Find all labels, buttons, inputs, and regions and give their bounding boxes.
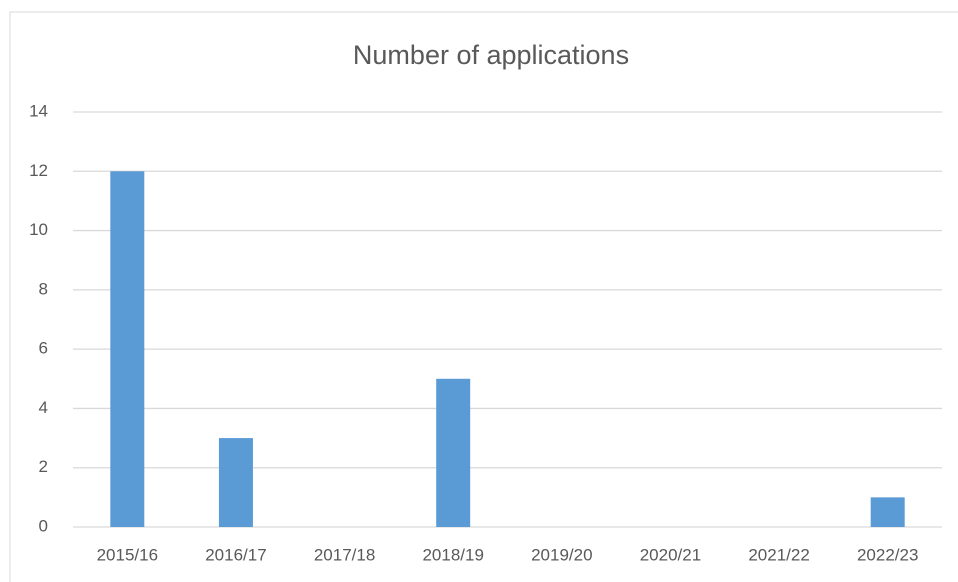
- y-tick-label: 12: [29, 161, 48, 180]
- x-tick-label: 2019/20: [531, 545, 592, 564]
- x-tick-label: 2016/17: [205, 545, 266, 564]
- bar: [870, 497, 905, 527]
- bar: [218, 438, 253, 527]
- x-tick-label: 2021/22: [748, 545, 809, 564]
- bar: [436, 378, 471, 527]
- y-tick-label: 4: [39, 398, 48, 417]
- x-tick-label: 2020/21: [640, 545, 701, 564]
- x-tick-label: 2022/23: [857, 545, 918, 564]
- y-tick-label: 2: [39, 457, 48, 476]
- y-tick-label: 0: [39, 516, 48, 535]
- y-tick-label: 8: [39, 279, 48, 298]
- bar: [110, 171, 145, 528]
- chart-title: Number of applications: [353, 40, 629, 70]
- chart-frame: [9, 11, 958, 582]
- y-tick-label: 14: [29, 101, 48, 120]
- x-tick-label: 2018/19: [422, 545, 483, 564]
- y-tick-label: 10: [29, 220, 48, 239]
- y-tick-label: 6: [39, 339, 48, 358]
- x-tick-label: 2015/16: [97, 545, 158, 564]
- x-tick-label: 2017/18: [314, 545, 375, 564]
